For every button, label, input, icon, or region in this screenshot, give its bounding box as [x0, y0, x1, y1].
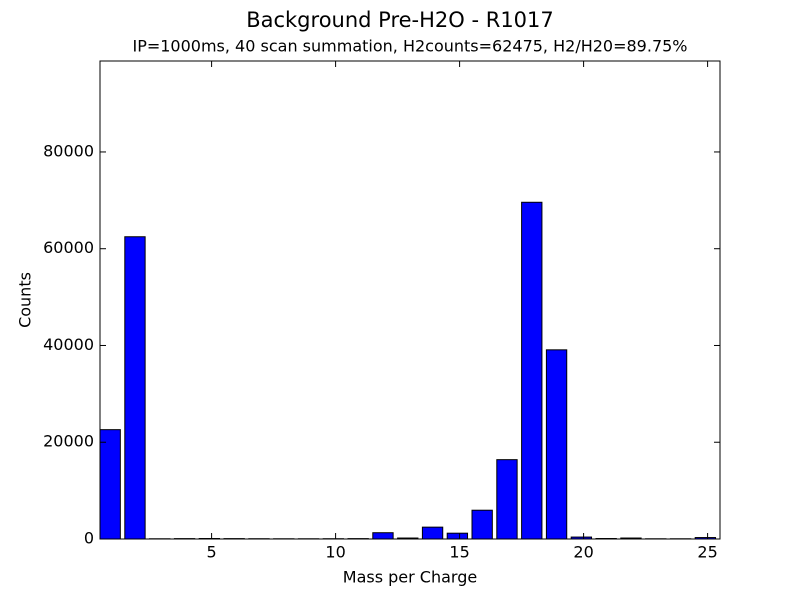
plot-frame [99, 60, 721, 540]
x-tick-label: 20 [573, 543, 593, 562]
y-tick-label: 20000 [43, 432, 94, 451]
chart-title: Background Pre-H2O - R1017 [246, 8, 554, 32]
y-axis-label: Counts [16, 272, 35, 328]
x-tick-label: 25 [697, 543, 717, 562]
bar [124, 236, 146, 540]
bar [545, 349, 568, 540]
bar [446, 532, 469, 540]
y-tick-label: 80000 [43, 141, 94, 160]
x-axis-label: Mass per Charge [343, 568, 477, 587]
bar [99, 429, 121, 540]
bar [521, 201, 543, 540]
x-tick-label: 10 [325, 543, 345, 562]
x-tick-label: 5 [207, 543, 217, 562]
bar [471, 509, 493, 540]
y-tick-label: 40000 [43, 335, 94, 354]
y-tick-label: 0 [84, 529, 94, 548]
bar [421, 526, 444, 540]
bar [372, 532, 394, 540]
chart-subtitle: IP=1000ms, 40 scan summation, H2counts=6… [132, 37, 687, 56]
bar [496, 459, 518, 540]
x-tick-label: 15 [449, 543, 469, 562]
y-tick-label: 60000 [43, 238, 94, 257]
